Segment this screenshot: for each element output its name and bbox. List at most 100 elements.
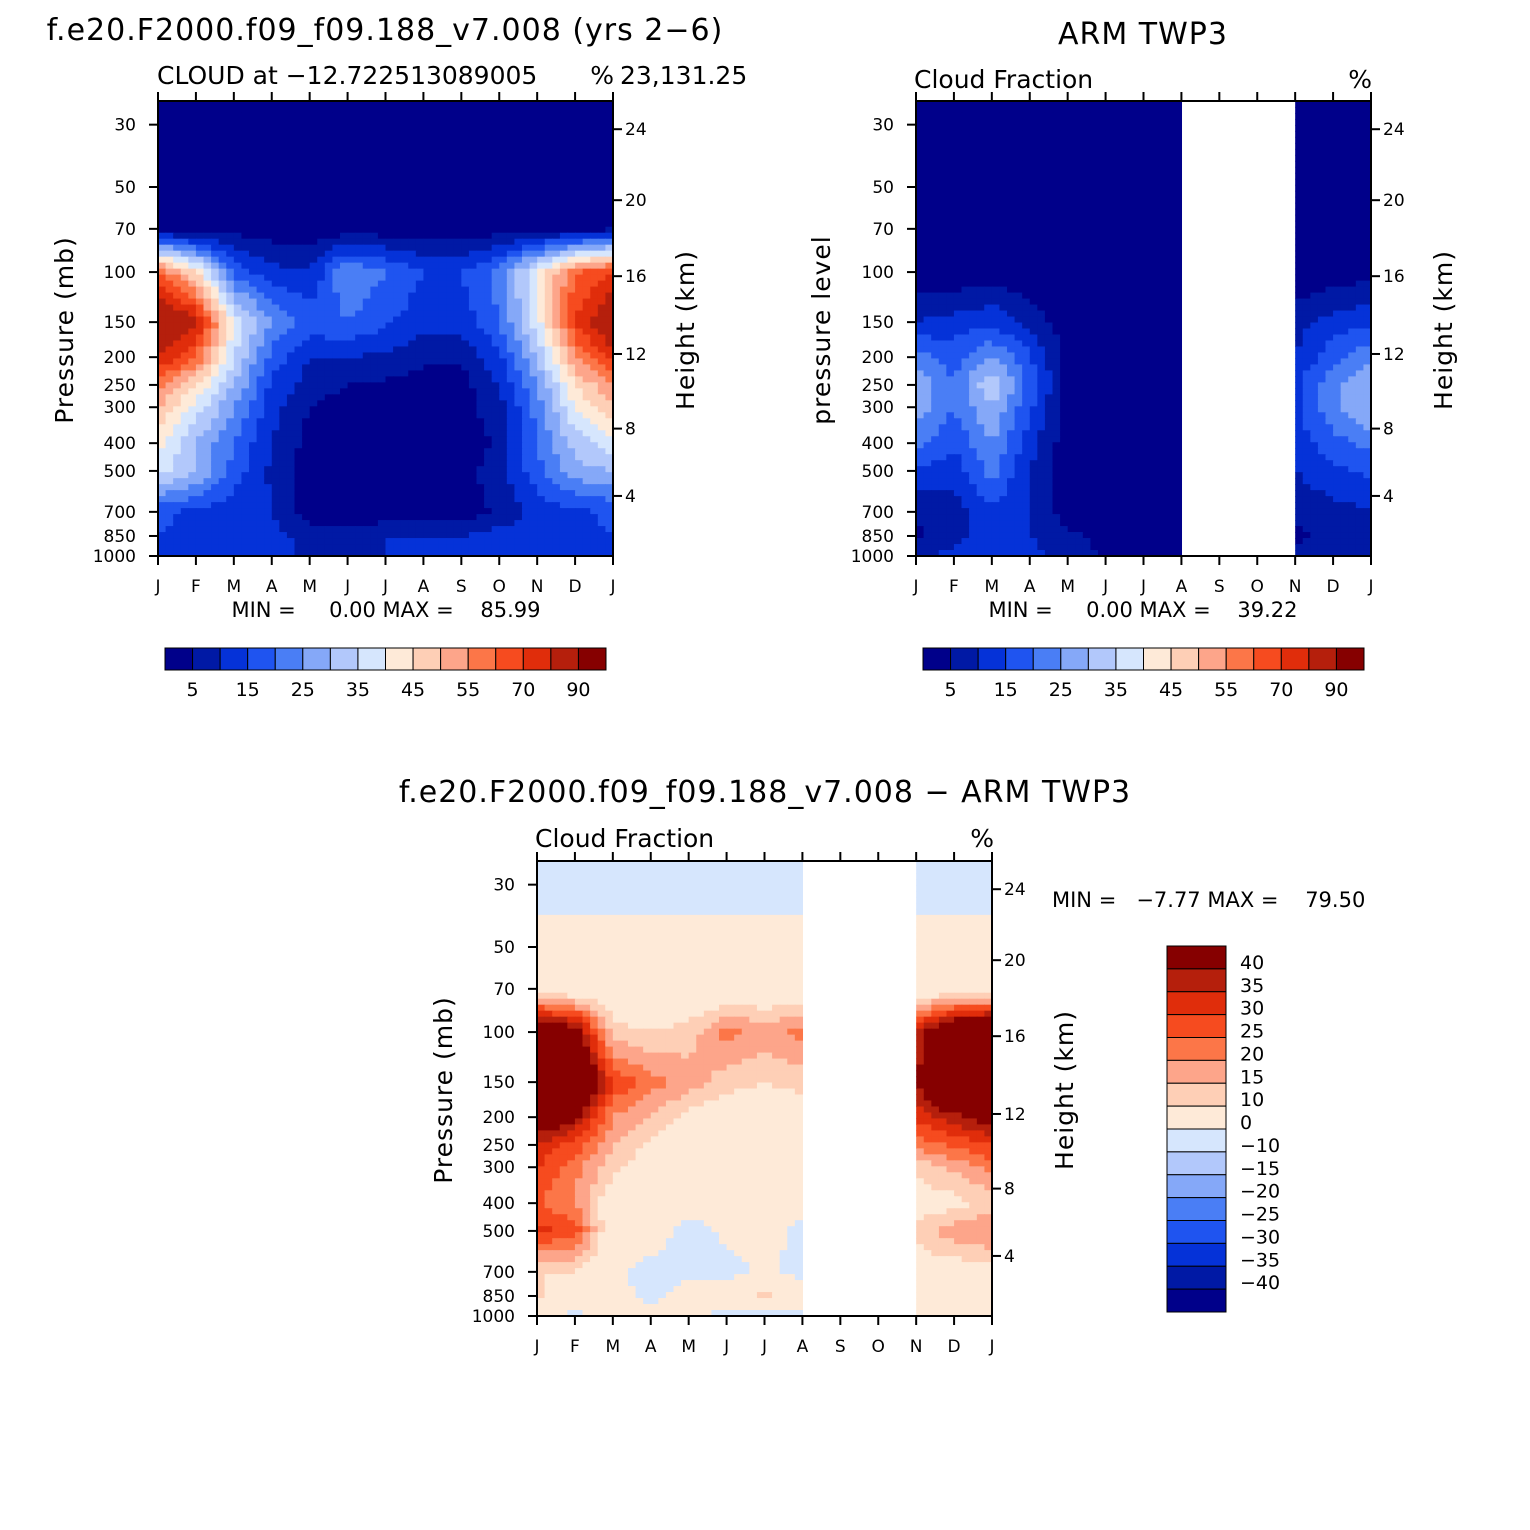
heatmap-cell [226, 352, 235, 360]
heatmap-cell [559, 370, 569, 377]
heatmap-cell [484, 172, 493, 180]
heatmap-cell [271, 532, 280, 539]
heatmap-cell [256, 184, 265, 192]
heatmap-cell [233, 346, 243, 354]
heatmap-cell [332, 172, 341, 180]
heatmap-cell [211, 472, 220, 479]
heatmap-cell [529, 274, 538, 282]
heatmap-cell [317, 190, 326, 198]
heatmap-cell [499, 334, 508, 342]
heatmap-cell [544, 250, 553, 258]
heatmap-cell [370, 508, 379, 515]
heatmap-cell [567, 106, 576, 114]
heatmap-cell [226, 136, 235, 144]
heatmap-cell [423, 328, 432, 336]
heatmap-cell [393, 172, 402, 180]
heatmap-cell [415, 136, 425, 144]
heatmap-cell [491, 370, 500, 377]
heatmap-cell [173, 118, 182, 126]
heatmap-cell [605, 370, 614, 377]
heatmap-cell [362, 460, 371, 467]
heatmap-cell [400, 502, 409, 509]
heatmap-cell [180, 364, 189, 372]
heatmap-cell [393, 298, 402, 306]
heatmap-cell [317, 472, 326, 479]
heatmap-cell [377, 358, 387, 366]
heatmap-cell [400, 478, 409, 485]
heatmap-cell [514, 136, 523, 144]
heatmap-cell [408, 424, 417, 431]
heatmap-cell [317, 112, 326, 120]
heatmap-cell [195, 376, 205, 383]
heatmap-cell [476, 316, 485, 324]
heatmap-cell [468, 172, 478, 180]
heatmap-cell [271, 478, 280, 485]
heatmap-cell [165, 142, 174, 150]
heatmap-cell [468, 274, 478, 282]
heatmap-cell [446, 334, 455, 342]
heatmap-cell [575, 310, 584, 318]
heatmap-cell [491, 406, 500, 413]
heatmap-cell [165, 442, 174, 449]
heatmap-cell [529, 202, 538, 210]
heatmap-cell [203, 538, 212, 545]
heatmap-cell [468, 268, 478, 276]
heatmap-cell [408, 520, 417, 527]
heatmap-cell [491, 298, 500, 306]
heatmap-cell [158, 514, 167, 521]
heatmap-cell [1029, 106, 1038, 114]
heatmap-cell [173, 448, 182, 455]
heatmap-cell [226, 436, 235, 443]
heatmap-cell [522, 430, 531, 437]
heatmap-cell [233, 484, 243, 491]
heatmap-cell [294, 262, 303, 270]
heatmap-cell [233, 196, 243, 204]
heatmap-cell [180, 196, 189, 204]
heatmap-cell [1007, 124, 1016, 132]
heatmap-cell [180, 172, 189, 180]
heatmap-cell [362, 376, 371, 383]
heatmap-cell [279, 232, 288, 240]
heatmap-cell [211, 520, 220, 527]
heatmap-cell [377, 256, 387, 264]
heatmap-cell [597, 406, 607, 413]
heatmap-cell [302, 544, 311, 551]
heatmap-cell [241, 436, 250, 443]
heatmap-cell [461, 208, 470, 216]
heatmap-cell [400, 184, 409, 192]
heatmap-cell [423, 478, 432, 485]
heatmap-cell [514, 418, 523, 425]
heatmap-cell [453, 166, 462, 174]
heatmap-cell [984, 124, 993, 132]
heatmap-cell [256, 328, 265, 336]
heatmap-cell [529, 544, 538, 551]
heatmap-cell [567, 532, 576, 539]
heatmap-cell [233, 190, 243, 198]
heatmap-cell [279, 394, 288, 401]
heatmap-cell [1007, 112, 1016, 120]
heatmap-cell [514, 298, 523, 306]
heatmap-cell [188, 316, 197, 324]
heatmap-cell [355, 214, 364, 222]
heatmap-cell [286, 322, 296, 330]
heatmap-cell [362, 148, 371, 156]
heatmap-cell [567, 316, 576, 324]
heatmap-cell [537, 514, 546, 521]
heatmap-cell [446, 208, 455, 216]
y-tick-right-label: 12 [625, 345, 647, 365]
heatmap-cell [279, 226, 288, 234]
heatmap-cell [158, 208, 167, 216]
heatmap-cell [332, 274, 341, 282]
heatmap-cell [195, 101, 205, 108]
heatmap-cell [1120, 130, 1129, 138]
heatmap-cell [279, 101, 288, 108]
heatmap-cell [203, 286, 212, 294]
heatmap-cell [377, 406, 387, 413]
heatmap-cell [188, 148, 197, 156]
heatmap-cell [180, 550, 189, 557]
heatmap-cell [340, 298, 349, 306]
heatmap-cell [499, 436, 508, 443]
heatmap-cell [506, 292, 516, 300]
heatmap-cell [211, 442, 220, 449]
heatmap-cell [605, 424, 614, 431]
